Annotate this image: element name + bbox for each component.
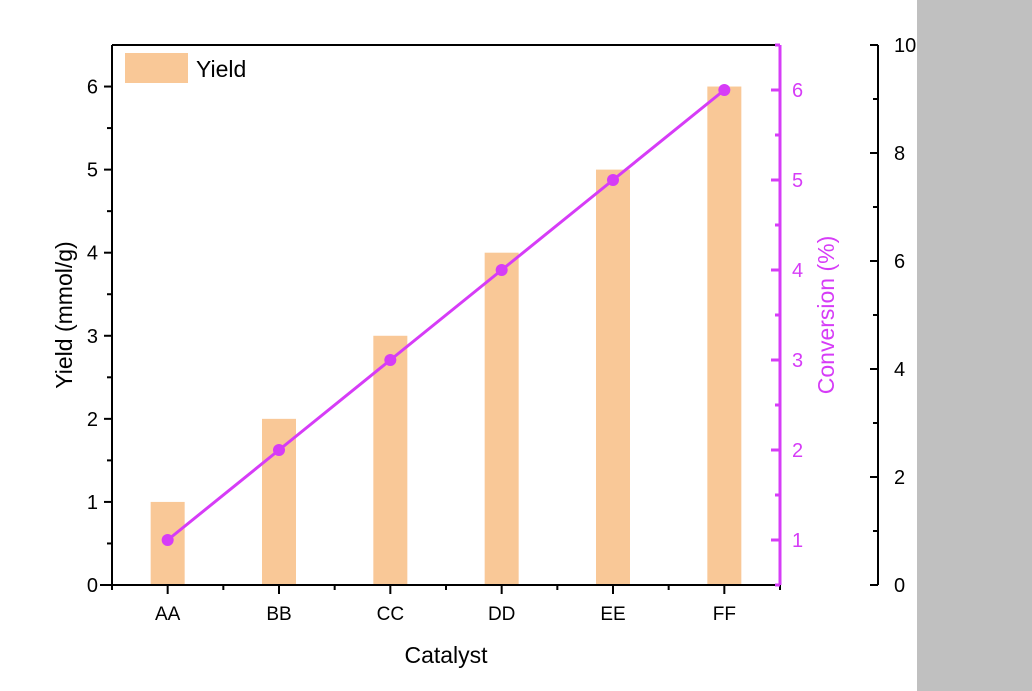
chart: 0 1 2 3 4 5 6 AA BB CC DD EE FF Catalyst Yield (mmol/g… <box>51 35 916 668</box>
bar-DD <box>484 252 519 585</box>
y-tick-label: 6 <box>87 77 98 99</box>
bar-EE <box>596 169 630 585</box>
y2-axis-title: Conversion (%) <box>813 236 839 395</box>
x-tick-label: FF <box>713 604 736 625</box>
x-axis-title: Catalyst <box>404 642 488 668</box>
y3-tick-label: 10 <box>894 35 916 57</box>
y3-tick-label: 2 <box>894 467 905 489</box>
conversion-point-BB <box>273 444 285 456</box>
x-tick-label: EE <box>600 604 625 625</box>
y-axis-title: Yield (mmol/g) <box>51 241 77 388</box>
y-tick-label: 2 <box>87 409 98 431</box>
y3-tick-label: 4 <box>894 359 905 381</box>
gray-side-panel <box>917 0 1032 691</box>
x-tick-label: CC <box>377 604 404 625</box>
y3-tick-label: 6 <box>894 251 905 273</box>
y-tick-label: 1 <box>87 492 98 514</box>
bar-CC <box>373 335 408 585</box>
x-tick-label: DD <box>488 604 515 625</box>
y2-tick-label: 4 <box>792 260 803 282</box>
conversion-point-AA <box>161 534 174 546</box>
legend-swatch <box>125 53 188 83</box>
y2-tick-label: 6 <box>792 80 803 102</box>
conversion-line <box>166 88 726 542</box>
y3-tick-label: 0 <box>894 575 905 597</box>
y2-tick-label: 2 <box>792 440 803 462</box>
y2-tick-label: 3 <box>792 350 803 372</box>
y-tick-label: 4 <box>87 243 98 265</box>
conversion-point-FF <box>718 84 731 96</box>
conversion-point-EE <box>607 174 619 186</box>
x-tick-label: AA <box>155 604 181 625</box>
y2-tick-label: 1 <box>792 530 803 552</box>
conversion-point-CC <box>384 354 397 366</box>
y2-tick-label: 5 <box>792 170 803 192</box>
bar-FF <box>707 86 742 586</box>
y-tick-label: 5 <box>87 160 98 182</box>
y3-tick-label: 8 <box>894 143 905 165</box>
legend-label: Yield <box>196 56 246 82</box>
y-tick-label: 3 <box>87 326 98 348</box>
conversion-point-DD <box>495 264 508 276</box>
x-tick-label: BB <box>266 604 291 625</box>
y-tick-label: 0 <box>87 575 98 597</box>
bar-BB <box>262 418 296 585</box>
